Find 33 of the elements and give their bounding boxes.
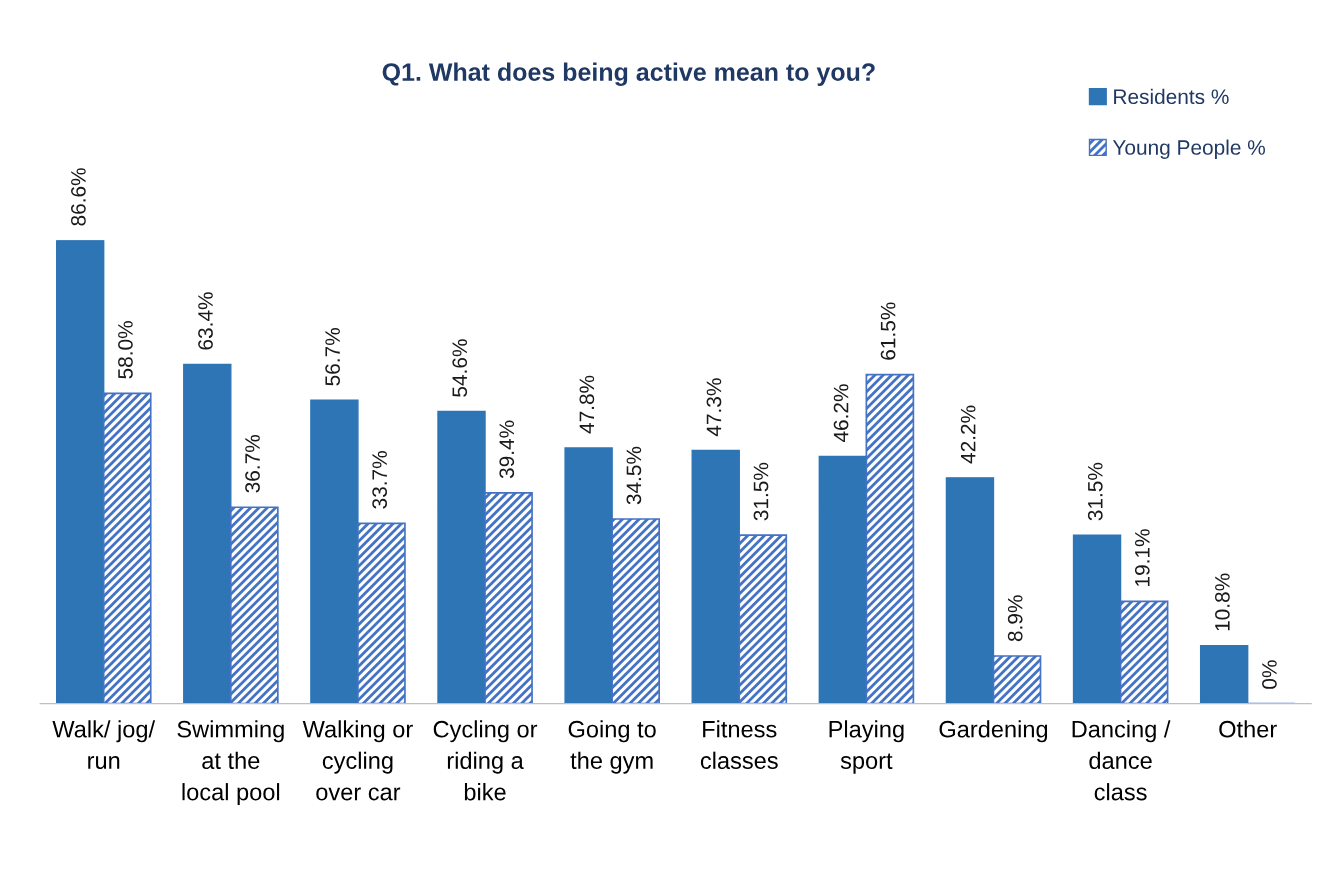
data-label: 42.2% [960, 405, 976, 464]
x-tick-label: Playing sport [829, 720, 904, 774]
x-tick-label: Gardening [939, 720, 1048, 743]
legend-label: Young People % [1112, 139, 1265, 159]
data-label: 10.8% [1215, 573, 1230, 631]
chart-title: Q1. What does being active mean to you? [382, 62, 875, 86]
x-tick-label: Walk/ jog/ run [52, 720, 156, 769]
data-label: 39.4% [499, 420, 515, 479]
x-tick-label: Other [1219, 720, 1277, 738]
x-tick-label: Swimming at the local pool [177, 720, 284, 806]
data-label: 34.5% [626, 446, 642, 505]
data-label: 36.7% [245, 435, 260, 493]
x-tick-label: Walking or cycling over car [302, 720, 413, 801]
data-label: 31.5% [753, 462, 769, 521]
data-label: 61.5% [880, 302, 896, 360]
data-label: 56.7% [325, 328, 340, 386]
data-label: 86.6% [71, 168, 86, 226]
x-tick-label: Going to the gym [568, 720, 656, 774]
data-label: 63.4% [198, 292, 213, 350]
data-label: 8.9% [1007, 595, 1023, 642]
data-label: 31.5% [1087, 462, 1103, 521]
x-tick-label: Fitness classes [700, 720, 778, 769]
x-tick-label: Cycling or riding a bike [433, 720, 538, 801]
data-label: 19.1% [1134, 529, 1150, 586]
data-label: 54.6% [452, 339, 468, 397]
data-label: 46.2% [833, 384, 849, 443]
data-label: 33.7% [372, 451, 388, 509]
x-tick-label: Dancing / dance class [1072, 720, 1171, 801]
data-label: 58.0% [118, 321, 133, 379]
data-label: 0% [1262, 660, 1277, 689]
legend-label: Residents % [1114, 88, 1229, 105]
data-label: 47.8% [579, 375, 595, 434]
data-label: 47.3% [706, 378, 722, 437]
